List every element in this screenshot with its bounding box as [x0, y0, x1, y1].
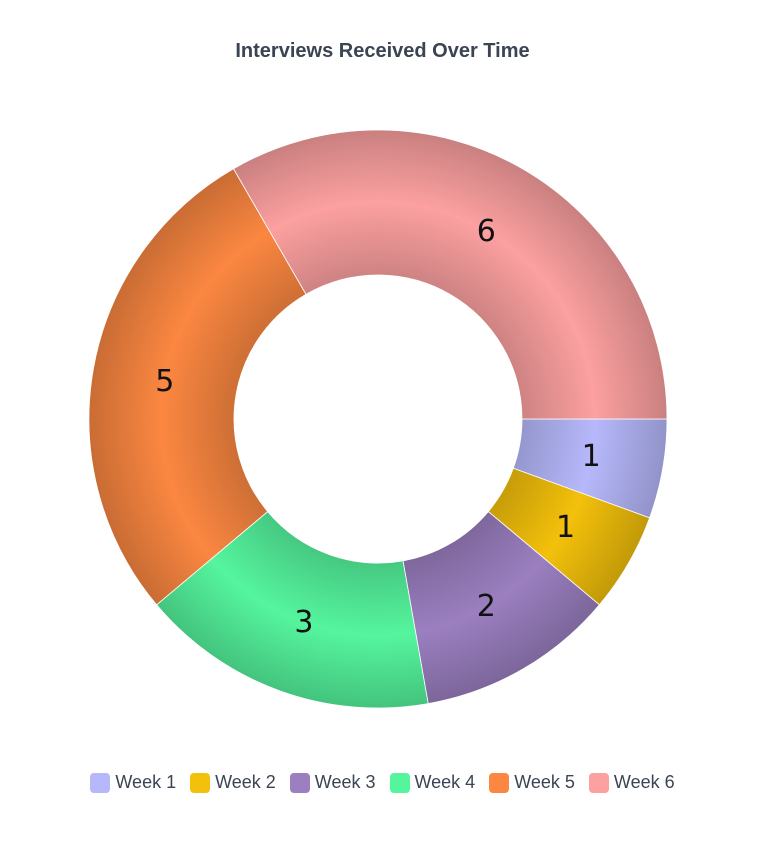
legend-item-week-2[interactable]: Week 2 [190, 772, 276, 793]
donut-chart: 1 1 2 3 5 6 [88, 129, 668, 709]
legend-swatch [90, 772, 111, 793]
legend-swatch [289, 772, 310, 793]
legend-item-week-3[interactable]: Week 3 [289, 772, 376, 793]
legend-label: Week 6 [613, 772, 675, 792]
legend-swatch [190, 772, 211, 793]
chart-title: Interviews Received Over Time [235, 40, 530, 62]
legend-label: Week 1 [115, 772, 177, 792]
legend-swatch [389, 772, 410, 793]
legend-swatch [489, 772, 510, 793]
legend-label: Week 3 [314, 772, 376, 792]
slice-label-week-3: 2 [477, 589, 496, 624]
legend-label: Week 4 [414, 772, 476, 792]
legend-item-week-1[interactable]: Week 1 [90, 772, 176, 793]
slice-week-5[interactable] [88, 168, 307, 606]
legend-label: Week 5 [514, 772, 575, 792]
slice-label-week-1: 1 [582, 439, 601, 474]
legend: Week 1 Week 2 Week 3 Week 4 Week 5 Week 6 [0, 772, 765, 793]
slice-labels: 1 1 2 3 5 6 [155, 214, 601, 640]
slice-label-week-2: 1 [556, 510, 575, 545]
legend-item-week-4[interactable]: Week 4 [389, 772, 476, 793]
legend-item-week-5[interactable]: Week 5 [489, 772, 575, 793]
slice-label-week-6: 6 [477, 214, 496, 249]
slice-label-week-5: 5 [155, 364, 174, 399]
slice-label-week-4: 3 [294, 605, 313, 640]
legend-label: Week 2 [215, 772, 276, 792]
legend-swatch [588, 772, 609, 793]
legend-item-week-6[interactable]: Week 6 [588, 772, 675, 793]
slice-week-4[interactable] [156, 510, 429, 709]
donut-slices [88, 129, 668, 709]
slice-week-6[interactable] [232, 129, 668, 420]
